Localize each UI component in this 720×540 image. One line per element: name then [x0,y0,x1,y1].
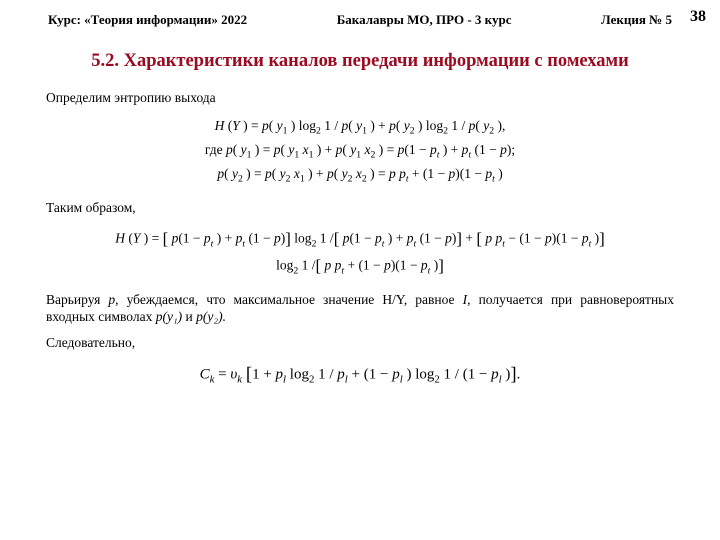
header-course: Курс: «Теория информации» 2022 [48,12,247,28]
p3-py1: p(y₁) [156,309,182,324]
paragraph-thus: Таким образом, [46,199,674,217]
formula-1-line-1: H (Y ) = p( y1 ) log2 1 / p( y1 ) + p( y… [215,115,506,139]
section-title: 5.2. Характеристики каналов передачи инф… [46,50,674,73]
body: Определим энтропию выхода H (Y ) = p( y1… [46,89,674,389]
p3-and: и [182,309,196,324]
p3-py2: p(y₂). [196,309,226,324]
p3-var-I: I, [463,292,471,307]
formula-2-line-1: H (Y ) = [ p(1 − pt ) + pt (1 − p)] log2… [115,225,605,252]
paragraph-intro: Определим энтропию выхода [46,89,674,107]
formula-block-1: H (Y ) = p( y1 ) log2 1 / p( y1 ) + p( y… [46,115,674,188]
formula-block-3: Ck = υk [1 + pl log2 1 / pl + (1 − pl ) … [46,360,674,390]
p3-var-p: p, [108,292,118,307]
p3-mid1: убеждаемся, что максимальное значение H/… [119,292,463,307]
formula-block-2: H (Y ) = [ p(1 − pt ) + pt (1 − p)] log2… [46,225,674,279]
paragraph-vary: Варьируя p, убеждаемся, что максимальное… [46,291,674,326]
formula-2-line-2: log2 1 /[ p pt + (1 − p)(1 − pt )] [276,252,444,279]
p3-prefix: Варьируя [46,292,108,307]
formula-3: Ck = υk [1 + pl log2 1 / pl + (1 − pl ) … [200,360,521,390]
slide-header: Курс: «Теория информации» 2022 Бакалавры… [46,12,674,28]
slide-page: 38 Курс: «Теория информации» 2022 Бакала… [0,0,720,540]
formula-1-line-2: где p( y1 ) = p( y1 x1 ) + p( y1 x2 ) = … [205,139,515,163]
page-number: 38 [690,8,706,26]
header-audience: Бакалавры МО, ПРО - 3 курс [337,12,512,28]
formula-1-line-3: p( y2 ) = p( y2 x1 ) + p( y2 x2 ) = p pt… [217,163,502,187]
paragraph-therefore: Следовательно, [46,334,674,352]
header-lecture: Лекция № 5 [601,12,672,28]
